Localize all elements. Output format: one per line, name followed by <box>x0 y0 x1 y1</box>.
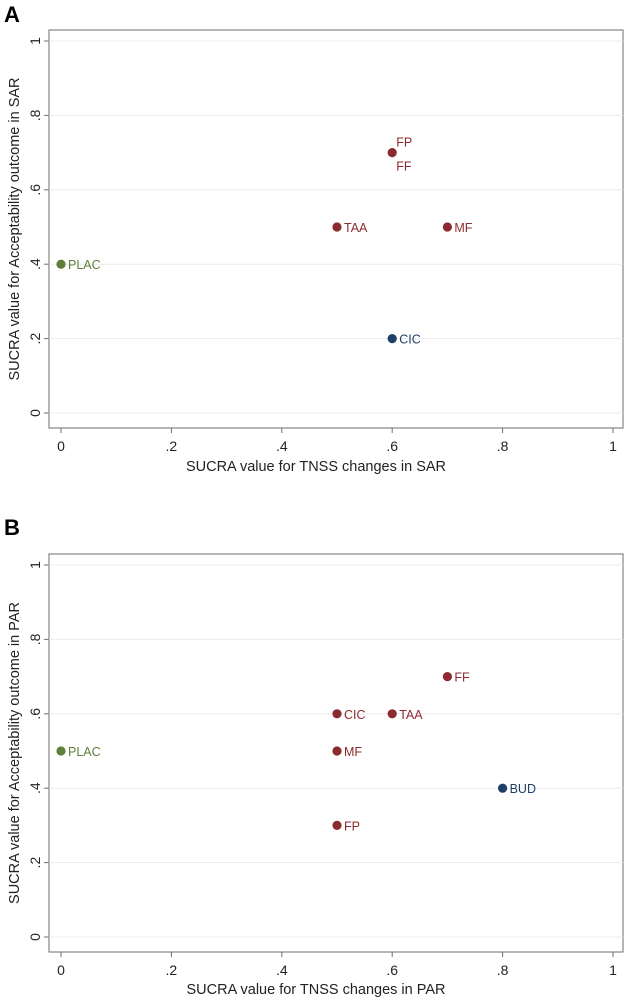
x-tick-label-a: .6 <box>386 438 398 454</box>
y-tick-label-b: .4 <box>27 782 43 794</box>
data-label-a-mf: MF <box>454 221 472 235</box>
data-label-b-plac: PLAC <box>68 745 101 759</box>
x-tick-label-a: 1 <box>609 438 617 454</box>
panel-letter-b: B <box>4 515 20 540</box>
data-point-b-taa <box>387 709 397 719</box>
data-point-a-mf <box>442 222 452 232</box>
data-point-b-fp <box>332 820 342 831</box>
x-tick-label-b: 0 <box>57 962 65 978</box>
x-axis-title-a: SUCRA value for TNSS changes in SAR <box>186 459 446 475</box>
y-tick-label-b: 1 <box>27 561 43 569</box>
data-point-a-cic <box>387 334 397 344</box>
x-axis-title-b: SUCRA value for TNSS changes in PAR <box>187 982 446 998</box>
data-label-a-fp: FP <box>396 136 412 150</box>
data-point-b-ff <box>442 672 452 682</box>
x-tick-label-b: .6 <box>386 962 398 978</box>
y-tick-label-a: .6 <box>27 184 43 196</box>
data-point-b-cic <box>332 709 342 719</box>
x-tick-label-a: 0 <box>57 438 65 454</box>
data-point-b-mf <box>332 746 342 756</box>
y-tick-label-a: .8 <box>27 109 43 121</box>
data-label-b-taa: TAA <box>399 708 423 722</box>
y-tick-label-a: .2 <box>27 333 43 345</box>
data-label-a-cic: CIC <box>399 333 421 347</box>
data-label-b-ff: FF <box>454 671 470 685</box>
data-point-a-fp <box>387 148 397 158</box>
x-tick-label-a: .8 <box>497 438 509 454</box>
x-tick-label-a: .2 <box>166 438 178 454</box>
y-tick-label-a: .4 <box>27 258 43 270</box>
data-label-b-mf: MF <box>344 745 362 759</box>
data-label-b-cic: CIC <box>344 708 366 722</box>
data-label-b-bud: BUD <box>510 782 536 796</box>
data-point-b-bud <box>498 783 508 793</box>
x-tick-label-a: .4 <box>276 438 288 454</box>
data-point-a-taa <box>332 222 342 232</box>
panel-letter-a: A <box>4 2 20 27</box>
x-tick-label-b: 1 <box>609 962 617 978</box>
panel-a: A 0 .2 .4 .6 .8 1 0 .2 .4 .6 .8 1 SUCRA value for TNS… <box>4 2 624 475</box>
x-tick-label-b: .2 <box>166 962 178 978</box>
x-tick-label-b: .8 <box>497 962 509 978</box>
x-tick-label-b: .4 <box>276 962 288 978</box>
data-point-a-plac <box>56 259 66 269</box>
y-axis-title-a: SUCRA value for Acceptability outcome in… <box>7 77 23 380</box>
data-label-a-plac: PLAC <box>68 258 101 272</box>
y-tick-label-b: .2 <box>27 857 43 869</box>
y-tick-label-a: 0 <box>27 409 43 417</box>
y-tick-label-b: .8 <box>27 633 43 645</box>
panel-b: B 0 .2 .4 .6 .8 1 0 .2 .4 .6 .8 1 SUCRA value for TNS… <box>4 515 624 998</box>
data-point-b-plac <box>56 746 66 756</box>
y-axis-title-b: SUCRA value for Acceptability outcome in… <box>7 602 23 904</box>
y-tick-label-b: 0 <box>27 933 43 941</box>
y-tick-label-b: .6 <box>27 708 43 720</box>
y-tick-label-a: 1 <box>27 37 43 45</box>
data-label-a-taa: TAA <box>344 221 368 235</box>
data-label-b-fp: FP <box>344 819 360 833</box>
data-label-a-ff: FF <box>396 160 412 174</box>
